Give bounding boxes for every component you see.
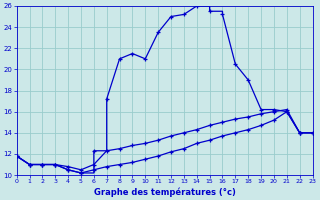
- X-axis label: Graphe des températures (°c): Graphe des températures (°c): [94, 187, 236, 197]
